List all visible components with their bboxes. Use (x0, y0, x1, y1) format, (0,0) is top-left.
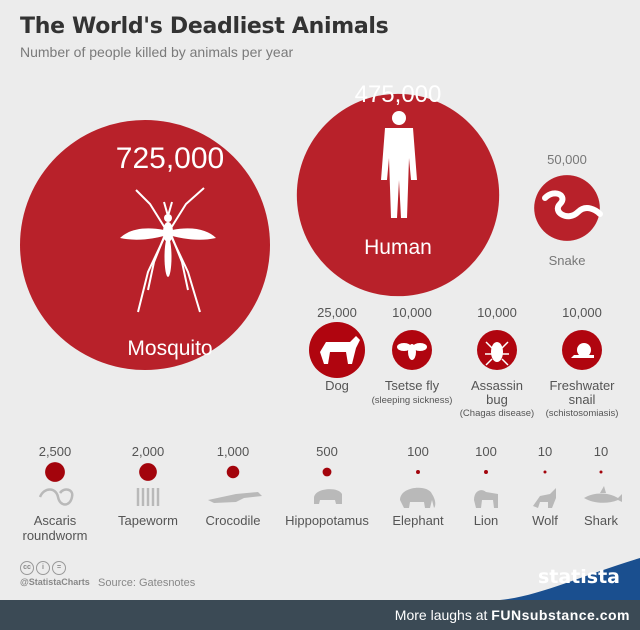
shark-icon (584, 486, 622, 503)
value-label: 2,000 (132, 444, 165, 459)
animal-label: Lion (474, 513, 499, 528)
statista-logo[interactable]: statista (537, 566, 620, 588)
bubble-chart: 725,000 Mosquito 475,000 Human 50,000 Snake 25… (20, 81, 622, 543)
mosquito-icon (120, 187, 216, 313)
animal-label: Snake (549, 253, 586, 268)
animal-label: Tsetse fly (385, 378, 440, 393)
watermark-text[interactable]: More laughs at FUNsubstance.com (394, 607, 630, 623)
animal-label: Wolf (532, 513, 558, 528)
animal-label: Hippopotamus (285, 513, 369, 528)
equals-icon: = (52, 561, 66, 575)
animal-label: Elephant (392, 513, 444, 528)
bubble-ascaris-roundworm (45, 462, 65, 482)
bubble-mosquito (20, 120, 270, 370)
value-label: 475,000 (355, 81, 442, 108)
value-label: 725,000 (116, 142, 224, 175)
license-icons: cc i = (20, 561, 66, 575)
animal-label: Human (364, 236, 432, 259)
animal-label: Ascaris (34, 513, 77, 528)
bubble-crocodile (226, 465, 240, 479)
roundworm-icon (38, 488, 74, 506)
fly-icon (397, 343, 427, 360)
value-label: 10 (594, 444, 608, 459)
value-label: 100 (475, 444, 497, 459)
bubble-hippopotamus (322, 467, 332, 477)
animal-label: snail (569, 392, 596, 407)
dog-icon (320, 336, 360, 364)
animal-label: Mosquito (127, 337, 212, 360)
animal-label: Tapeworm (118, 513, 178, 528)
watermark-bar: More laughs at FUNsubstance.com (0, 600, 640, 630)
value-label: 2,500 (39, 444, 72, 459)
page-subtitle: Number of people killed by animals per y… (20, 44, 294, 60)
page-title: The World's Deadliest Animals (20, 14, 389, 39)
tapeworm-icon (136, 488, 160, 506)
by-icon: i (36, 561, 50, 575)
bubble-shark (599, 470, 603, 474)
snake-icon (542, 190, 603, 220)
animal-label: Crocodile (206, 513, 261, 528)
statista-wave (500, 558, 640, 604)
value-label: 10,000 (392, 305, 432, 320)
animal-note: (schistosomiasis) (546, 408, 619, 419)
bug-icon (485, 341, 509, 366)
elephant-icon (400, 487, 436, 508)
bubble-wolf (543, 470, 547, 474)
animal-note: (Chagas disease) (460, 408, 534, 419)
value-label: 50,000 (547, 152, 587, 167)
value-label: 500 (316, 444, 338, 459)
value-label: 1,000 (217, 444, 250, 459)
bubble-tapeworm (139, 463, 157, 481)
human-icon (381, 111, 417, 218)
value-label: 10 (538, 444, 552, 459)
animal-label: Shark (584, 513, 618, 528)
animal-label: bug (486, 392, 508, 407)
value-label: 100 (407, 444, 429, 459)
animal-note: (sleeping sickness) (372, 395, 453, 406)
hippo-icon (314, 489, 342, 504)
animal-label: Freshwater (549, 378, 615, 393)
twitter-handle: @StatistaCharts (20, 577, 90, 587)
wolf-icon (533, 488, 556, 508)
cc-icon: cc (20, 561, 34, 575)
animal-label: Dog (325, 378, 349, 393)
crocodile-icon (208, 492, 262, 503)
snail-icon (571, 343, 594, 358)
bubble-elephant (416, 470, 420, 474)
bubble-lion (484, 470, 488, 474)
source-note: Source: Gatesnotes (98, 577, 196, 589)
animal-label: Assassin (471, 378, 523, 393)
value-label: 10,000 (562, 305, 602, 320)
lion-icon (474, 490, 498, 508)
value-label: 25,000 (317, 305, 357, 320)
animal-label: roundworm (22, 528, 87, 543)
value-label: 10,000 (477, 305, 517, 320)
